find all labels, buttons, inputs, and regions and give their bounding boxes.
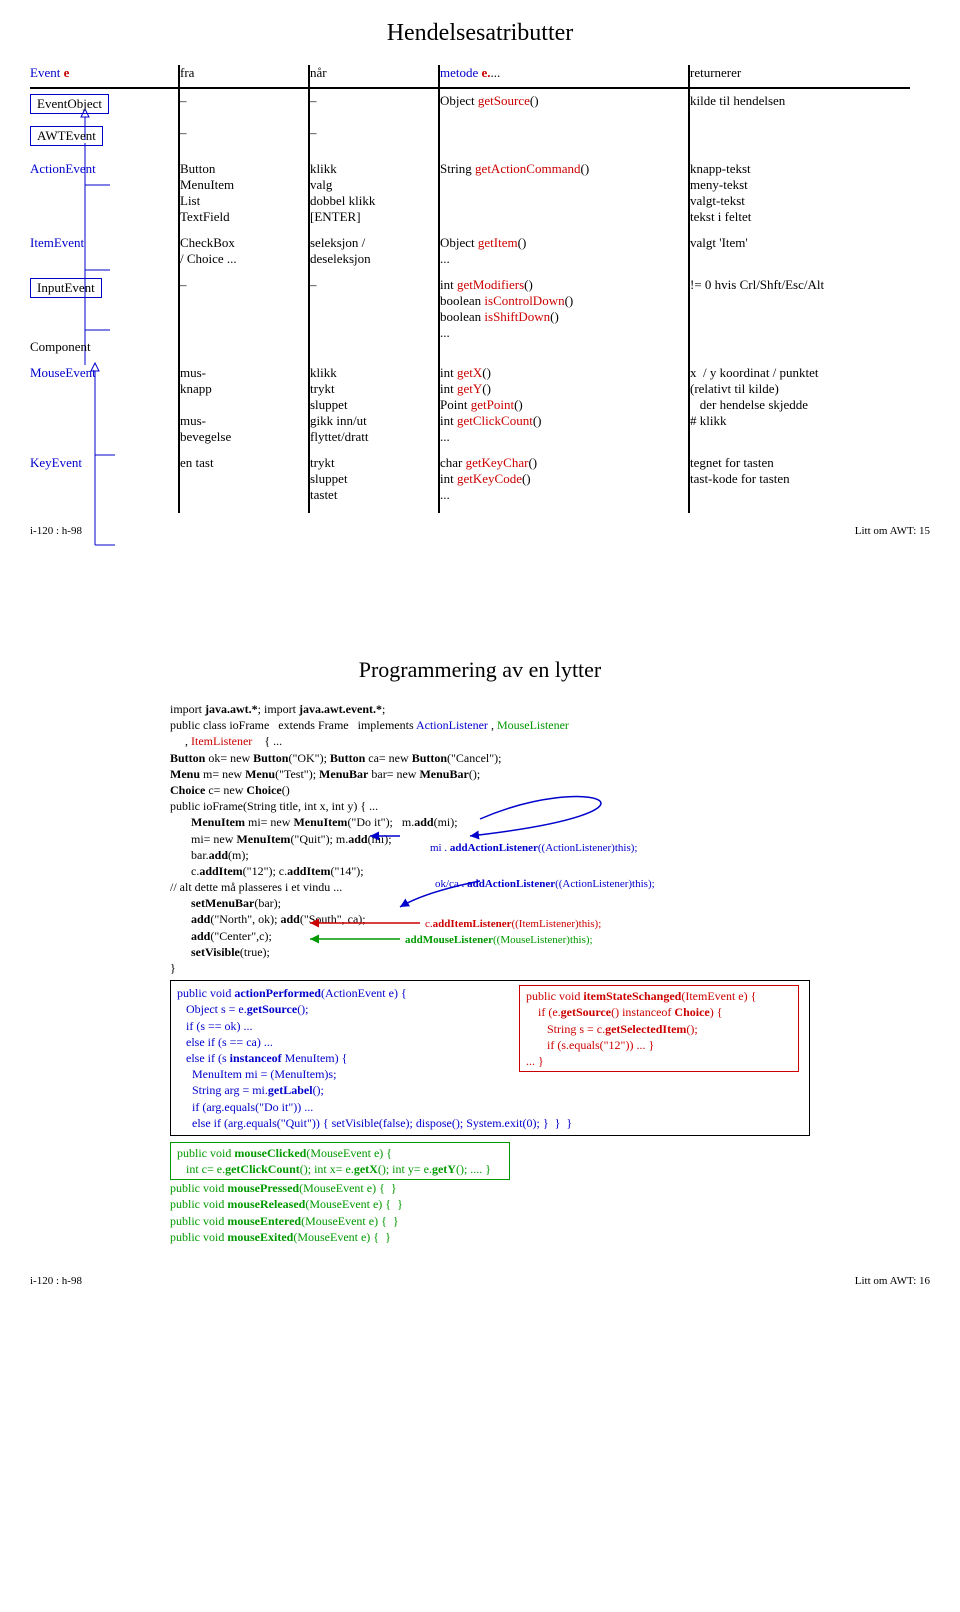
class-AWTEvent: AWTEvent <box>30 126 103 146</box>
annot-mi-addActionListener: mi . addActionListener((ActionListener)t… <box>430 841 637 856</box>
cell: valgt 'Item' <box>690 225 910 267</box>
box-actionPerformed: public void actionPerformed(ActionEvent … <box>170 980 810 1136</box>
cell: – <box>310 89 440 115</box>
cell: Button MenuItem List TextField <box>180 157 310 225</box>
col-header-returnerer: returnerer <box>690 65 910 89</box>
page-footer-1: i-120 : h-98 Litt om AWT: 15 <box>30 525 930 537</box>
class-InputEvent: InputEvent <box>30 278 102 298</box>
cell: int getModifiers() boolean isControlDown… <box>440 267 690 355</box>
annot-okca-addActionListener: ok/ca . addActionListener((ActionListene… <box>435 877 655 892</box>
class-KeyEvent: KeyEvent <box>30 455 82 470</box>
cell: – <box>180 89 310 115</box>
cell: en tast <box>180 445 310 513</box>
class-ActionEvent: ActionEvent <box>30 161 96 176</box>
stub-mouseExited: public void mouseExited(MouseEvent e) { … <box>170 1229 810 1245</box>
page-title-2: Programmering av en lytter <box>30 657 930 683</box>
cell: knapp-tekst meny-tekst valgt-tekst tekst… <box>690 157 910 225</box>
cell: char getKeyChar() int getKeyCode()... <box>440 445 690 513</box>
class-EventObject: EventObject <box>30 94 109 114</box>
cell: klikk valg dobbel klikk [ENTER] <box>310 157 440 225</box>
cell: CheckBox / Choice ... <box>180 225 310 267</box>
col-header-fra: fra <box>180 65 310 89</box>
class-Component: Component <box>30 339 91 354</box>
class-MouseEvent: MouseEvent <box>30 365 96 380</box>
code-listing: import java.awt.*; import java.awt.event… <box>170 701 810 1245</box>
cell: Object getItem()... <box>440 225 690 267</box>
annot-addMouseListener: addMouseListener((MouseListener)this); <box>405 933 593 948</box>
cell: tegnet for tasten tast-kode for tasten <box>690 445 910 513</box>
cell: seleksjon / deseleksjon <box>310 225 440 267</box>
event-attributes-table: Event e fra når metode e.... returnerer … <box>30 65 930 513</box>
stub-mousePressed: public void mousePressed(MouseEvent e) {… <box>170 1180 810 1196</box>
cell: String getActionCommand() <box>440 157 690 225</box>
col-header-metode: metode e.... <box>440 65 690 89</box>
cell: Object getSource() <box>440 89 690 115</box>
cell: – <box>180 267 310 355</box>
box-itemStateChanged: public void itemStateSchanged(ItemEvent … <box>519 985 799 1072</box>
cell: mus- knapp mus- bevegelse <box>180 355 310 445</box>
stub-mouseEntered: public void mouseEntered(MouseEvent e) {… <box>170 1213 810 1229</box>
cell: != 0 hvis Crl/Shft/Esc/Alt <box>690 267 910 355</box>
page-footer-2: i-120 : h-98 Litt om AWT: 16 <box>30 1275 930 1287</box>
col-header-naar: når <box>310 65 440 89</box>
cell: trykt sluppet tastet <box>310 445 440 513</box>
cell: klikk trykt sluppet gikk inn/ut flyttet/… <box>310 355 440 445</box>
cell: int getX() int getY() Point getPoint() i… <box>440 355 690 445</box>
cell: kilde til hendelsen <box>690 89 910 115</box>
col-header-event: Event e <box>30 65 180 89</box>
class-ItemEvent: ItemEvent <box>30 235 84 250</box>
stub-mouseReleased: public void mouseReleased(MouseEvent e) … <box>170 1196 810 1212</box>
box-mouseClicked: public void mouseClicked(MouseEvent e) {… <box>170 1142 510 1180</box>
cell: x / y koordinat / punktet (relativt til … <box>690 355 910 445</box>
cell: – <box>310 115 440 157</box>
annot-c-addItemListener: c.addItemListener((ItemListener)this); <box>425 917 601 932</box>
page-title-1: Hendelsesatributter <box>30 20 930 47</box>
cell: – <box>180 115 310 157</box>
cell: – <box>310 267 440 355</box>
